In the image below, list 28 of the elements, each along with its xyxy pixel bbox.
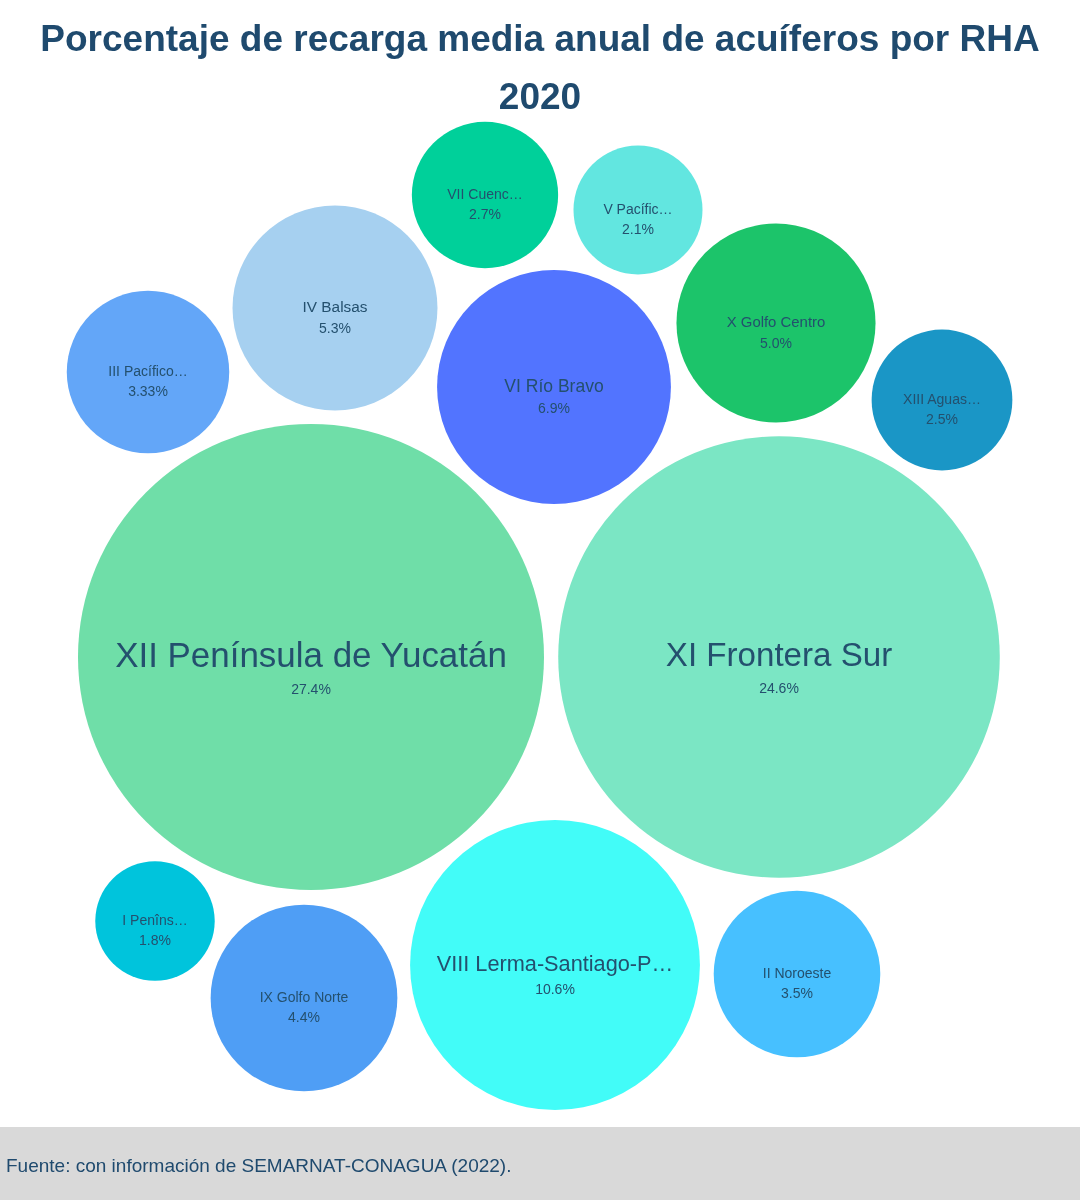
category-label: XI Frontera Sur xyxy=(665,636,893,674)
data-label: 27.4% xyxy=(291,680,331,697)
category-label: VII Cuenc… xyxy=(447,185,523,202)
data-label: 2.1% xyxy=(622,221,654,238)
category-label: III Pacífico… xyxy=(108,362,188,379)
text: Porcentaje de recarga media anual de acuíferos por RHA 2020 xyxy=(39,17,1041,119)
category-label: X Golfo Centro xyxy=(726,313,826,331)
data-label: 5.0% xyxy=(760,334,792,351)
category-label: II Noroeste xyxy=(762,964,832,981)
category-label: VIII Lerma-Santiago-P… xyxy=(436,950,674,976)
data-label: 2.7% xyxy=(469,206,501,223)
data-label: 5.3% xyxy=(319,320,351,337)
data-label: 24.6% xyxy=(759,679,799,696)
category-label: VI Río Bravo xyxy=(504,375,604,396)
category-label: V Pacífic… xyxy=(603,200,673,217)
data-label: 10.6% xyxy=(535,980,575,997)
data-label: 4.4% xyxy=(288,1009,320,1026)
category-label: XII Península de Yucatán xyxy=(115,634,507,674)
data-label: 3.5% xyxy=(781,985,813,1002)
category-label: I Penîns… xyxy=(122,911,188,928)
data-label: 6.9% xyxy=(538,400,570,417)
category-label: XIII Aguas… xyxy=(903,390,981,407)
data-label: 3.33% xyxy=(128,383,168,400)
source-note: Fuente: con información de SEMARNAT-CONAGUA (2022). xyxy=(6,1155,512,1177)
data-label: 1.8% xyxy=(139,932,171,949)
category-label: IV Balsas xyxy=(302,298,368,316)
data-label: 2.5% xyxy=(926,411,958,428)
category-label: IX Golfo Norte xyxy=(259,988,349,1005)
